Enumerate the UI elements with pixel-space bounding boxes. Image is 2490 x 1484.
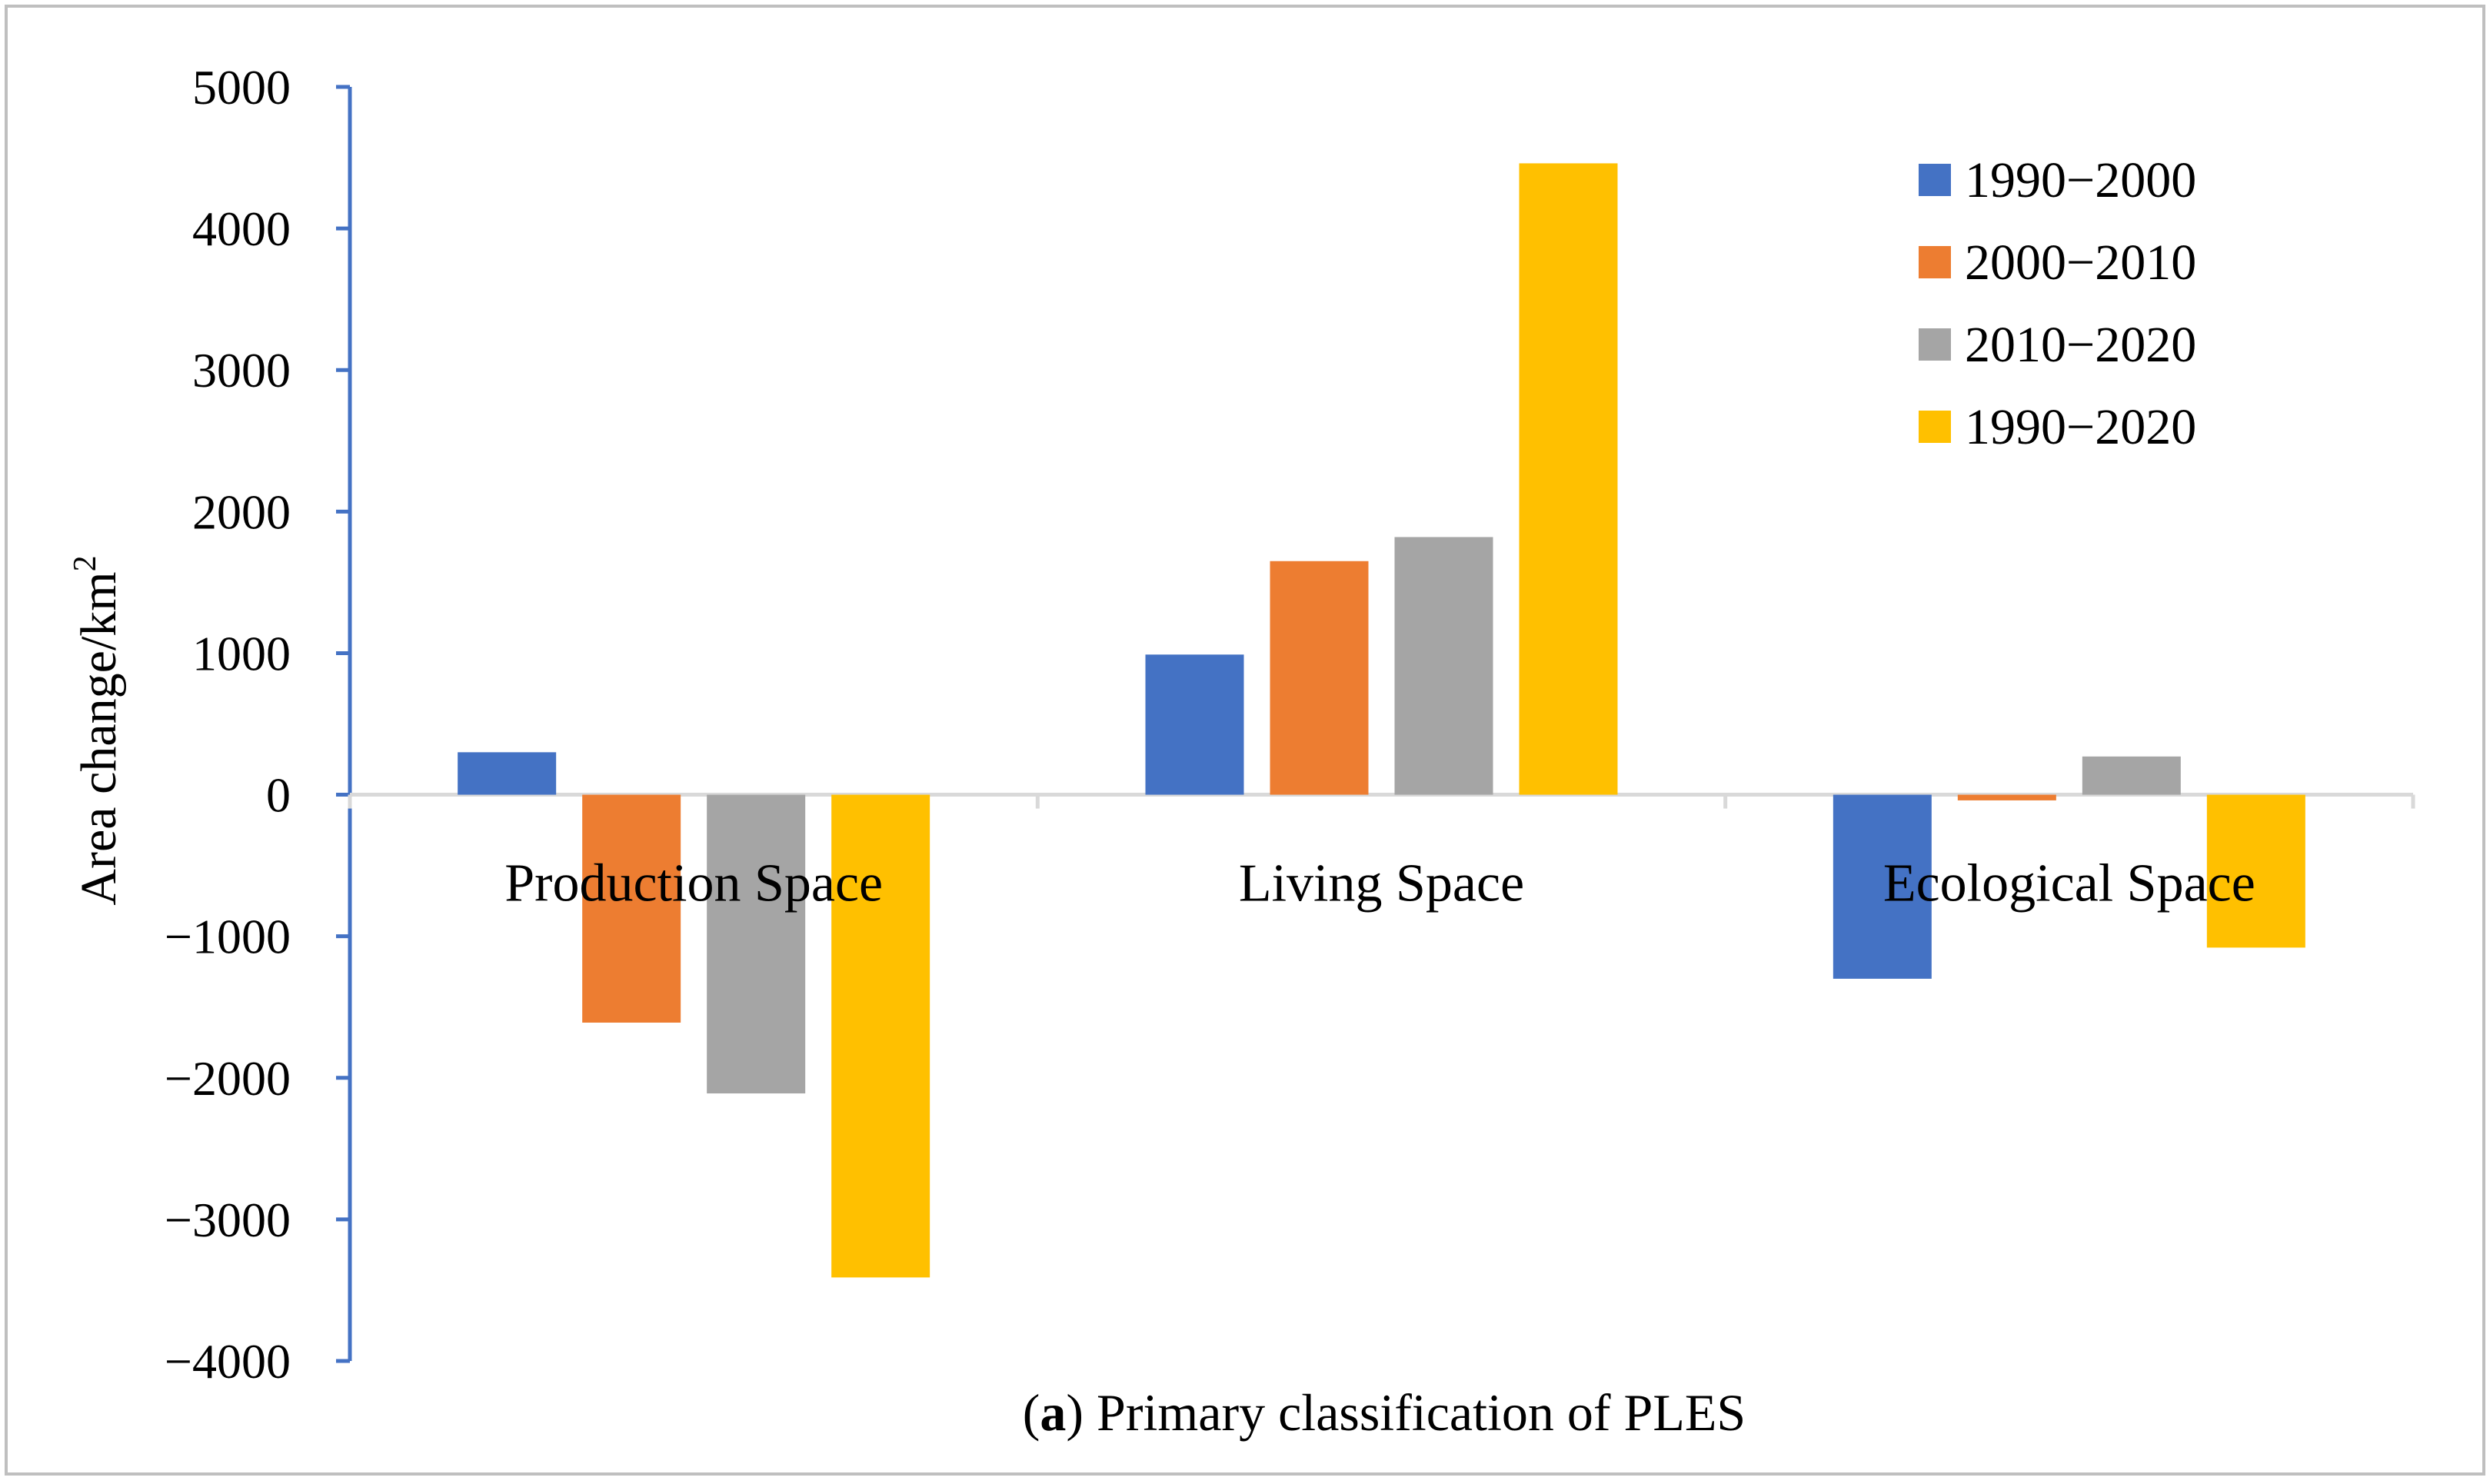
bar xyxy=(1394,537,1493,795)
bar xyxy=(1519,163,1618,795)
y-tick-label: −1000 xyxy=(165,910,291,964)
bar xyxy=(1270,561,1369,795)
bar xyxy=(831,794,930,1278)
bars-layer xyxy=(458,163,2305,1278)
bar xyxy=(707,794,806,1094)
legend-label: 1990−2020 xyxy=(1965,399,2196,455)
bar xyxy=(2082,756,2181,795)
caption-open-paren: ( xyxy=(1023,1383,1040,1442)
legend-swatch xyxy=(1919,411,1951,443)
bar xyxy=(582,794,681,1023)
x-category-label: Production Space xyxy=(504,854,883,913)
caption-bold-letter: a xyxy=(1040,1383,1066,1442)
bar xyxy=(1957,794,2056,800)
chart-caption: (a) Primary classification of PLES xyxy=(1023,1383,1746,1442)
y-tick-label: −4000 xyxy=(165,1334,291,1389)
legend-label: 2000−2010 xyxy=(1965,235,2196,291)
legend-swatch xyxy=(1919,164,1951,196)
x-category-label: Ecological Space xyxy=(1883,854,2255,913)
legend-swatch xyxy=(1919,328,1951,361)
y-axis-title-superscript: 2 xyxy=(68,555,103,571)
axes-layer xyxy=(336,85,2415,1363)
legend-label: 1990−2000 xyxy=(1965,152,2196,208)
y-axis-title: Area change/km2 xyxy=(68,555,127,905)
y-tick-label: 4000 xyxy=(192,201,291,256)
bar xyxy=(2206,794,2305,948)
y-tick-label: −3000 xyxy=(165,1193,291,1247)
y-tick-label: 0 xyxy=(266,768,291,823)
bar xyxy=(1833,794,1932,979)
y-tick-label: 5000 xyxy=(192,60,291,115)
caption-text: Primary classification of PLES xyxy=(1097,1383,1746,1442)
chart-border xyxy=(5,5,2485,1476)
y-tick-label: 2000 xyxy=(192,484,291,539)
caption-close-paren: ) xyxy=(1066,1383,1097,1442)
labels-layer: 5000 4000 3000 2000 1000 0 −1000 −2000 −3000 −400… xyxy=(165,60,2255,1389)
legend-swatch xyxy=(1919,246,1951,278)
y-tick-label: 3000 xyxy=(192,343,291,398)
legend-label: 2010−2020 xyxy=(1965,317,2196,373)
bar xyxy=(458,752,557,795)
y-tick-label: −2000 xyxy=(165,1051,291,1106)
x-category-label: Living Space xyxy=(1239,854,1524,913)
bar xyxy=(1145,654,1244,795)
legend: 1990−2000 2000−2010 2010−2020 1990−2020 xyxy=(1919,152,2196,455)
y-tick-label: 1000 xyxy=(192,626,291,680)
